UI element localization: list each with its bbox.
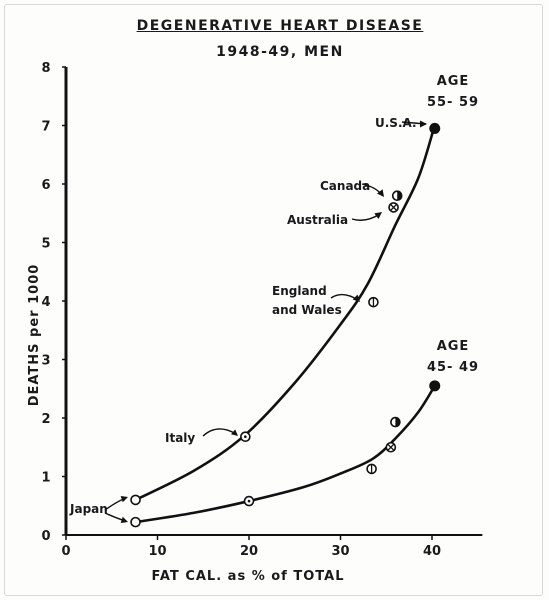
y-tick-label: 4 <box>41 295 50 310</box>
point-u-s-a-55-59 <box>429 122 441 134</box>
annotation-arrowhead-u-s-a <box>420 120 427 128</box>
annotation-arrowhead-england-and-wales <box>352 294 360 302</box>
point-italy-45-49-dot <box>247 499 251 503</box>
annotation-u-s-a: U.S.A. <box>375 116 417 130</box>
figure-frame <box>4 4 543 596</box>
y-tick-label: 0 <box>41 529 50 544</box>
series-label-55-59: 55- 59 <box>427 95 479 110</box>
x-tick-label: 40 <box>423 544 441 559</box>
series-label-45-49: 45- 49 <box>427 360 479 375</box>
y-tick-label: 5 <box>41 237 50 252</box>
x-tick-label: 30 <box>331 544 349 559</box>
point-japan-55-59 <box>130 494 141 506</box>
series-label-45-49: AGE <box>437 339 470 354</box>
y-axis-label: DEATHS per 1000 <box>27 264 42 407</box>
annotation-arrowhead-canada <box>377 189 384 197</box>
annotation-arrow-italy <box>202 428 237 437</box>
x-axis-label: FAT CAL. as % of TOTAL <box>151 569 344 584</box>
annotation-australia: Australia <box>287 213 348 227</box>
point-italy-55-59-dot <box>244 435 247 439</box>
point-australia-45-49-cross <box>387 443 395 451</box>
y-tick-label: 6 <box>41 178 50 193</box>
y-tick-label: 1 <box>41 471 50 486</box>
point-japan-45-49 <box>130 516 141 528</box>
x-tick-label: 20 <box>240 544 258 559</box>
y-tick-label: 8 <box>41 61 50 76</box>
annotation-england-and-wales: England <box>272 284 327 298</box>
y-tick-label: 3 <box>41 354 50 369</box>
curve-age-45-49 <box>135 385 436 524</box>
annotation-japan: Japan <box>69 502 108 516</box>
point-canada-55-59-fill <box>397 191 402 201</box>
point-u-s-a-45-49 <box>429 380 441 392</box>
annotation-arrowhead-italy <box>231 429 238 436</box>
annotation-arrowhead-japan <box>120 495 128 503</box>
y-tick-label: 7 <box>41 120 50 135</box>
x-tick-label: 10 <box>148 544 166 559</box>
annotation-arrowhead-japan <box>120 516 128 524</box>
chart-subtitle: 1948-49, MEN <box>216 44 344 60</box>
annotation-arrowhead-australia <box>374 212 382 219</box>
series-label-55-59: AGE <box>437 74 470 89</box>
y-tick-label: 2 <box>41 412 50 427</box>
annotation-england-and-wales: and Wales <box>272 303 342 317</box>
point-canada-45-49-fill <box>395 417 400 427</box>
x-tick-label: 0 <box>61 544 70 559</box>
chart-title: DEGENERATIVE HEART DISEASE <box>136 18 424 34</box>
annotation-canada: Canada <box>320 179 370 193</box>
curve-age-55-59 <box>134 128 436 502</box>
point-australia-55-59-cross <box>389 203 398 212</box>
annotation-italy: Italy <box>165 431 195 445</box>
